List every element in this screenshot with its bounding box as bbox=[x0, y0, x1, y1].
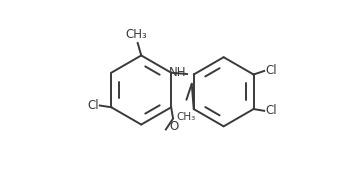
Text: CH₃: CH₃ bbox=[125, 28, 147, 41]
Text: Cl: Cl bbox=[265, 64, 277, 77]
Text: NH: NH bbox=[169, 66, 187, 79]
Text: Cl: Cl bbox=[87, 99, 99, 112]
Text: Cl: Cl bbox=[265, 104, 277, 117]
Text: O: O bbox=[169, 120, 178, 133]
Text: CH₃: CH₃ bbox=[176, 112, 195, 122]
